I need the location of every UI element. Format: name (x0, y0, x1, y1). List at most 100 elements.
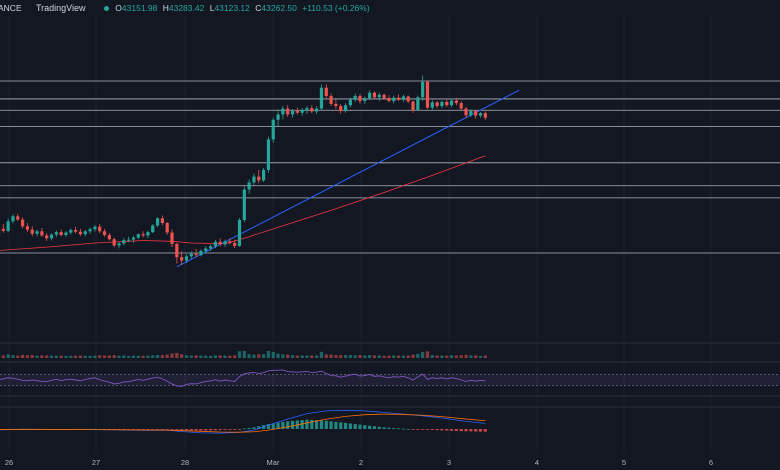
macd-histogram-bar (421, 429, 425, 430)
low-label: L (209, 3, 215, 13)
volume-bar (310, 355, 314, 358)
candle-body (339, 106, 343, 112)
macd-histogram-bar (372, 426, 377, 429)
volume-bar (107, 355, 111, 358)
macd-histogram-bar (136, 429, 140, 430)
candle-body (170, 232, 174, 244)
volume-bar (305, 355, 309, 358)
macd-histogram-bar (474, 429, 478, 432)
macd-histogram-bar (165, 429, 169, 430)
macd-histogram-bar (478, 429, 483, 432)
macd-histogram-bar (300, 420, 304, 429)
candle-body (16, 216, 20, 220)
volume-bar (11, 355, 15, 358)
volume-bar (334, 355, 338, 358)
rsi-band (0, 374, 780, 386)
candle-body (30, 229, 34, 234)
volume-bar (271, 352, 275, 358)
volume-bar (425, 351, 430, 358)
volume-bar (131, 355, 136, 358)
high-label: H (162, 3, 169, 13)
candle-body (199, 250, 203, 256)
volume-bar (329, 354, 333, 358)
volume-bar (155, 355, 160, 358)
macd-histogram-bar (416, 429, 420, 430)
candle-body (25, 226, 30, 230)
candle-body (474, 111, 478, 116)
volume-bar (469, 355, 473, 358)
volume-bar (324, 354, 328, 358)
volume-bar (88, 355, 92, 358)
candle-body (146, 232, 150, 236)
candle-body (180, 257, 184, 261)
volume-bar (252, 354, 256, 358)
candle-body (262, 169, 266, 181)
macd-histogram-bar (401, 428, 405, 430)
close-value: 43262.50 (261, 3, 297, 13)
macd-histogram-bar (339, 422, 343, 429)
macd-histogram-bar (208, 429, 213, 431)
market-status-icon (103, 6, 109, 11)
volume-bar (223, 355, 227, 358)
candle-body (127, 239, 131, 241)
candle-body (184, 256, 189, 261)
volume-bar (483, 355, 487, 358)
symbol-label[interactable]: ANCE (0, 3, 22, 13)
candle-body (228, 241, 232, 243)
macd-histogram-bar (223, 429, 227, 430)
x-tick-label: 27 (91, 458, 101, 467)
candle-body (449, 100, 454, 106)
candle-body (276, 114, 280, 120)
candle-body (382, 94, 386, 99)
brand-label: TradingView (36, 3, 86, 13)
candle-body (286, 108, 290, 115)
volume-bar (40, 355, 44, 358)
volume-bar (122, 355, 126, 358)
volume-bar (242, 351, 246, 358)
volume-bar (430, 355, 434, 358)
volume-bar (74, 355, 78, 358)
macd-histogram-bar (319, 420, 324, 429)
volume-bar (368, 355, 372, 358)
macd-histogram-bar (199, 429, 203, 431)
volume-bar (358, 355, 362, 358)
candle-body (483, 113, 487, 118)
macd-histogram-bar (247, 427, 251, 429)
macd-histogram-bar (184, 429, 189, 431)
macd-histogram-bar (411, 429, 415, 430)
volume-bar (266, 351, 271, 358)
volume-bar (83, 355, 87, 358)
close-label: C (255, 3, 262, 13)
signal-line (0, 413, 486, 433)
volume-bar (199, 355, 203, 358)
volume-bar (112, 355, 116, 358)
macd-histogram-bar (204, 429, 208, 431)
macd-histogram-bar (257, 426, 261, 429)
candle-body (290, 111, 295, 115)
candle-body (252, 176, 256, 183)
macd-histogram-bar (228, 429, 232, 430)
volume-bar (440, 355, 444, 358)
trendline (176, 89, 520, 268)
macd-histogram-bar (151, 429, 155, 430)
candle-body (242, 189, 246, 221)
candle-body (319, 87, 324, 109)
macd-histogram-bar (425, 429, 430, 430)
macd-histogram-bar (324, 420, 328, 429)
candle-body (69, 230, 73, 233)
volume-bar (184, 355, 189, 358)
candle-body (324, 87, 328, 97)
macd-histogram-bar (290, 420, 295, 429)
volume-bar (78, 355, 83, 358)
macd-histogram-bar (483, 429, 487, 432)
volume-bar (276, 353, 280, 358)
candle-body (112, 239, 116, 246)
candle-body (387, 98, 391, 102)
candle-body (233, 242, 237, 246)
x-tick-label: 28 (180, 458, 190, 467)
volume-bar (21, 354, 25, 358)
macd-histogram-bar (377, 426, 381, 429)
volume-bar (160, 355, 164, 358)
volume-bar (257, 354, 261, 358)
